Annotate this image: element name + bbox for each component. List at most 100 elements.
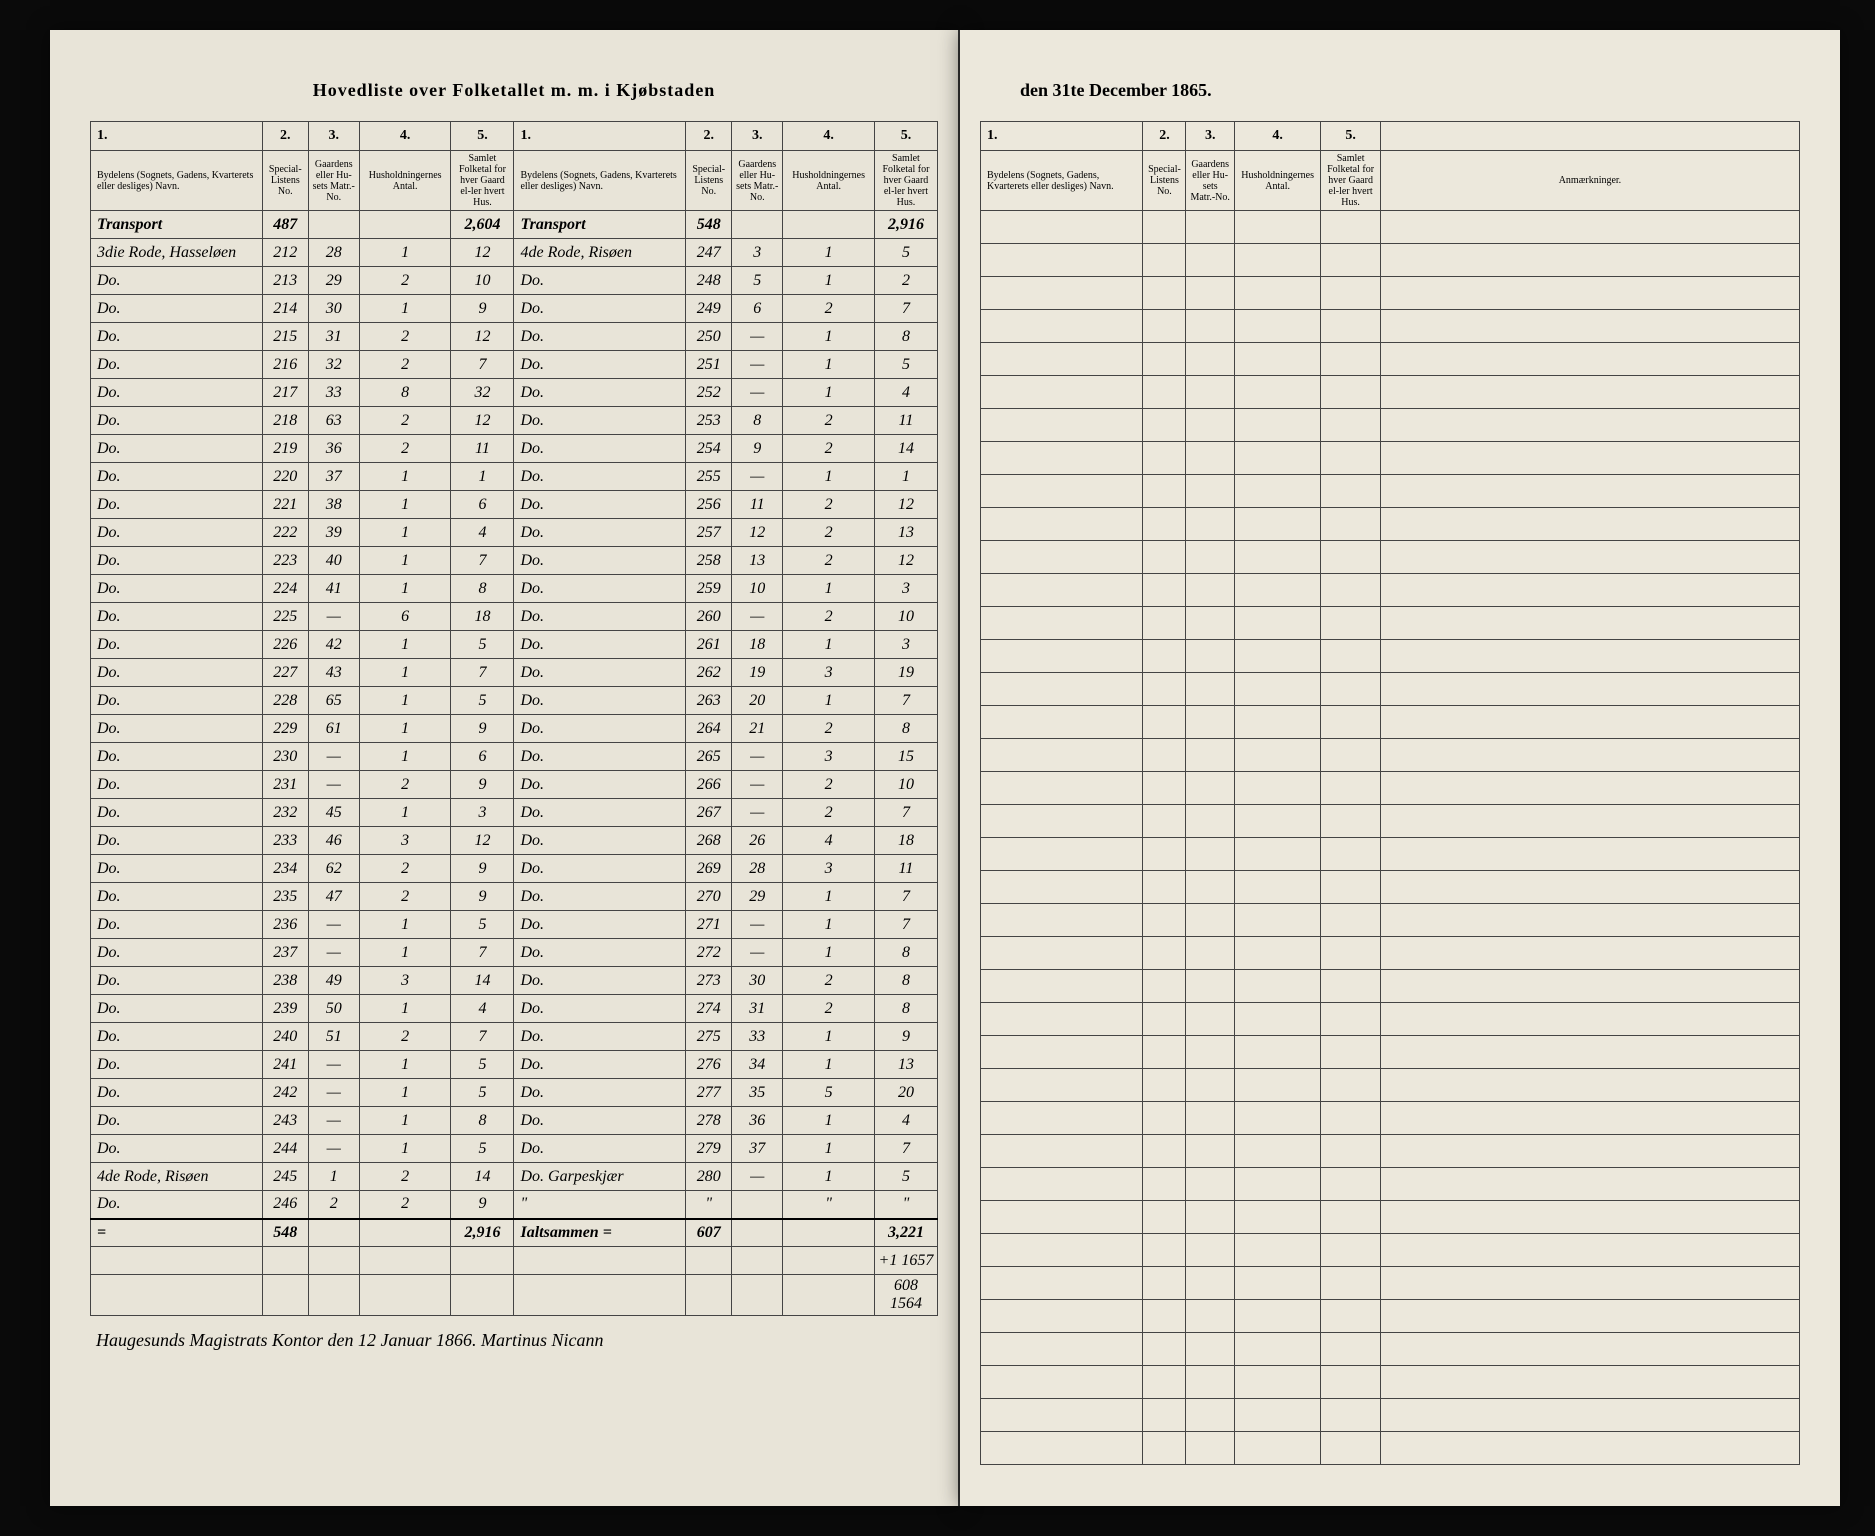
cell bbox=[514, 1275, 686, 1316]
table-row bbox=[981, 310, 1800, 343]
cell: 247 bbox=[686, 239, 732, 267]
cell: 1 bbox=[359, 995, 450, 1023]
cell: 9 bbox=[874, 1023, 937, 1051]
cell: — bbox=[732, 323, 783, 351]
table-row: Do. 240 51 2 7 Do. 275 33 1 9 bbox=[91, 1023, 938, 1051]
cell: 43 bbox=[308, 659, 359, 687]
cell: 266 bbox=[686, 771, 732, 799]
cell: 7 bbox=[451, 659, 514, 687]
cell: 10 bbox=[874, 603, 937, 631]
cell: 11 bbox=[874, 407, 937, 435]
cell: Do. bbox=[91, 1051, 263, 1079]
cell bbox=[263, 1275, 309, 1316]
cell: 5 bbox=[451, 1079, 514, 1107]
cell: Do. bbox=[514, 743, 686, 771]
cell: 11 bbox=[874, 855, 937, 883]
cell: 3 bbox=[359, 827, 450, 855]
cell: — bbox=[308, 603, 359, 631]
cell: 2 bbox=[783, 407, 874, 435]
table-row: Do. 217 33 8 32 Do. 252 — 1 4 bbox=[91, 379, 938, 407]
cell: 2 bbox=[783, 295, 874, 323]
cell: Do. bbox=[514, 575, 686, 603]
table-row: Do. 225 — 6 18 Do. 260 — 2 10 bbox=[91, 603, 938, 631]
colnum-5b: 5. bbox=[874, 122, 937, 151]
cell: 11 bbox=[451, 435, 514, 463]
colnum-1b: 1. bbox=[514, 122, 686, 151]
cell: 11 bbox=[732, 491, 783, 519]
hdr-name-b: Bydelens (Sognets, Gadens, Kvarterets el… bbox=[514, 151, 686, 211]
cell: 225 bbox=[263, 603, 309, 631]
cell: 1 bbox=[359, 491, 450, 519]
cell: — bbox=[308, 911, 359, 939]
cell: 274 bbox=[686, 995, 732, 1023]
cell: 608 1564 bbox=[874, 1275, 937, 1316]
cell: 2 bbox=[359, 267, 450, 295]
cell: 3die Rode, Hasseløen bbox=[91, 239, 263, 267]
table-row: Do. 213 29 2 10 Do. 248 5 1 2 bbox=[91, 267, 938, 295]
cell: Do. bbox=[514, 995, 686, 1023]
cell: Do. bbox=[91, 1191, 263, 1219]
cell: 223 bbox=[263, 547, 309, 575]
cell: 5 bbox=[451, 1051, 514, 1079]
cell: 1 bbox=[783, 687, 874, 715]
cell: 1 bbox=[359, 547, 450, 575]
cell: 1 bbox=[783, 379, 874, 407]
right-page: den 31te December 1865. 1. 2. 3. 4. 5. B… bbox=[960, 30, 1840, 1506]
cell: 1 bbox=[783, 1107, 874, 1135]
table-row bbox=[981, 541, 1800, 574]
table-row bbox=[981, 1399, 1800, 1432]
cell: 8 bbox=[451, 575, 514, 603]
cell: 45 bbox=[308, 799, 359, 827]
table-row bbox=[981, 937, 1800, 970]
cell: 30 bbox=[308, 295, 359, 323]
page-title-right: den 31te December 1865. bbox=[980, 80, 1800, 101]
cell: 3 bbox=[783, 855, 874, 883]
cell: 7 bbox=[451, 547, 514, 575]
cell: Do. bbox=[514, 939, 686, 967]
table-row bbox=[981, 277, 1800, 310]
table-row bbox=[981, 1267, 1800, 1300]
cell: 12 bbox=[732, 519, 783, 547]
table-row bbox=[981, 772, 1800, 805]
cell: " bbox=[783, 1191, 874, 1219]
colnum-4a: 4. bbox=[359, 122, 450, 151]
cell: 5 bbox=[874, 351, 937, 379]
cell: — bbox=[308, 771, 359, 799]
cell: 50 bbox=[308, 995, 359, 1023]
cell: 37 bbox=[308, 463, 359, 491]
cell: 2 bbox=[783, 519, 874, 547]
cell bbox=[732, 1275, 783, 1316]
table-row bbox=[981, 244, 1800, 277]
cell: 257 bbox=[686, 519, 732, 547]
table-row bbox=[981, 607, 1800, 640]
cell: 36 bbox=[308, 435, 359, 463]
cell: 8 bbox=[874, 323, 937, 351]
cell: 1 bbox=[359, 631, 450, 659]
cell: 28 bbox=[308, 239, 359, 267]
cell: Do. bbox=[514, 827, 686, 855]
cell: Do. bbox=[514, 883, 686, 911]
cell: — bbox=[308, 1079, 359, 1107]
cell: 19 bbox=[874, 659, 937, 687]
cell: Do. bbox=[514, 771, 686, 799]
cell: 1 bbox=[874, 463, 937, 491]
cell: 2 bbox=[783, 547, 874, 575]
cell: 3 bbox=[874, 631, 937, 659]
cell: 4 bbox=[874, 379, 937, 407]
cell: Do. bbox=[514, 1107, 686, 1135]
cell: 215 bbox=[263, 323, 309, 351]
cell: Do. bbox=[91, 939, 263, 967]
cell: 13 bbox=[732, 547, 783, 575]
page-title-left: Hovedliste over Folketallet m. m. i Kjøb… bbox=[90, 80, 938, 101]
cell: Do. bbox=[91, 1107, 263, 1135]
cell: 272 bbox=[686, 939, 732, 967]
cell: 2 bbox=[359, 771, 450, 799]
census-book: Hovedliste over Folketallet m. m. i Kjøb… bbox=[0, 0, 1875, 1536]
cell: 1 bbox=[783, 575, 874, 603]
cell: 254 bbox=[686, 435, 732, 463]
table-row: Do. 220 37 1 1 Do. 255 — 1 1 bbox=[91, 463, 938, 491]
cell: 1 bbox=[359, 1051, 450, 1079]
cell: 42 bbox=[308, 631, 359, 659]
table-row bbox=[981, 970, 1800, 1003]
cell: 250 bbox=[686, 323, 732, 351]
